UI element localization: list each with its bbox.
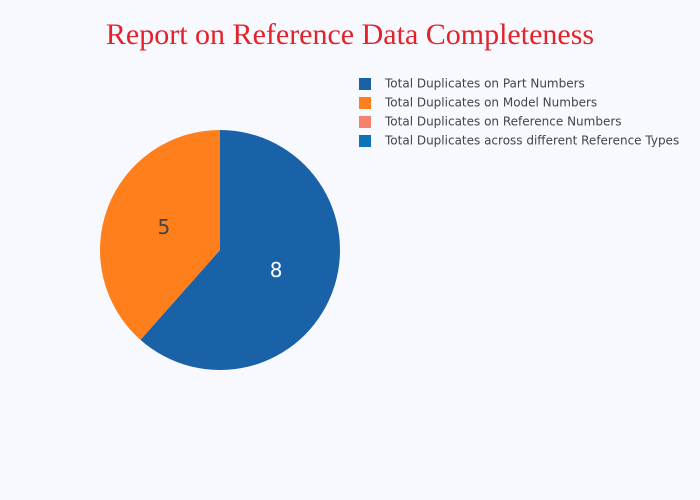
legend-label: Total Duplicates across different Refere… <box>384 134 679 148</box>
slice-label: 5 <box>158 215 171 239</box>
pie-slice <box>99 130 220 340</box>
legend-label: Total Duplicates on Reference Numbers <box>384 115 622 129</box>
legend-swatch <box>359 78 371 90</box>
pie-slice <box>140 130 340 370</box>
legend-label: Total Duplicates on Part Numbers <box>384 77 585 91</box>
chart-title: Report on Reference Data Completeness <box>106 18 594 51</box>
legend-swatch <box>359 97 371 109</box>
legend-swatch <box>359 116 371 128</box>
slice-label: 8 <box>270 258 283 282</box>
legend-swatch <box>359 135 371 147</box>
legend-label: Total Duplicates on Model Numbers <box>384 96 597 110</box>
